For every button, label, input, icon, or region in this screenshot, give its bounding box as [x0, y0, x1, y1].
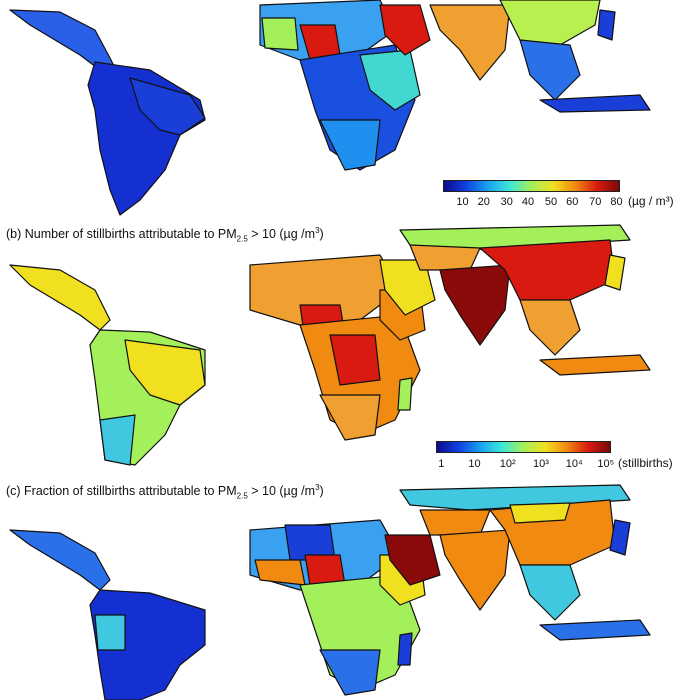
panel-b-title: (b) Number of stillbirths attributable t…	[6, 226, 324, 244]
cb-tick: 10³	[533, 458, 549, 470]
region-madagascar	[397, 632, 413, 666]
region-india	[439, 264, 511, 346]
colorbar-pm25-unit: (µg / m³)	[628, 194, 674, 208]
map-stillbirths-number	[9, 224, 651, 466]
region-west-africa	[254, 559, 306, 586]
cb-tick: 40	[521, 196, 535, 208]
cb-tick: 10	[456, 196, 469, 208]
region-indonesia	[539, 94, 651, 113]
region-south-africa	[319, 649, 381, 696]
region-india	[439, 529, 511, 611]
panel-a: 10 20 30 40 50 60 70 80 (µg / m³)	[0, 0, 700, 220]
region-drc	[329, 334, 381, 386]
region-brazil	[124, 339, 206, 406]
colorbar-stillbirths-unit: (stillbirths)	[618, 456, 673, 470]
region-central-asia	[419, 509, 491, 536]
panel-b: (b) Number of stillbirths attributable t…	[0, 220, 700, 475]
region-se-asia	[519, 564, 581, 621]
region-mongolia	[509, 502, 571, 524]
region-china	[499, 0, 601, 46]
region-indonesia	[539, 619, 651, 641]
region-madagascar	[397, 377, 413, 411]
map-stillbirths-fraction	[9, 484, 651, 700]
colorbar-stillbirths	[436, 441, 611, 453]
region-mexico	[9, 529, 111, 591]
cb-tick: 1	[438, 458, 445, 470]
cb-tick: 10⁴	[565, 458, 583, 470]
cb-tick: 10²	[499, 458, 516, 470]
region-sahel	[261, 17, 299, 51]
panel-c: (c) Fraction of stillbirths attributable…	[0, 475, 700, 700]
region-brazil	[129, 77, 206, 136]
cb-tick: 10⁵	[597, 458, 615, 470]
colorbar-stillbirths-ticks: 1 10 10² 10³ 10⁴ 10⁵	[436, 458, 615, 472]
region-japan	[604, 254, 626, 291]
cb-tick: 80	[610, 196, 623, 208]
colorbar-pm25	[443, 180, 620, 192]
cb-tick: 30	[500, 196, 513, 208]
colorbar-pm25-ticks: 10 20 30 40 50 60 70 80	[443, 196, 623, 210]
region-japan	[597, 9, 616, 41]
region-saudi-arabia	[384, 534, 441, 586]
region-japan	[609, 519, 631, 556]
region-central-asia	[409, 244, 481, 271]
region-argentina	[99, 414, 136, 466]
region-se-asia	[519, 39, 581, 101]
region-se-asia	[519, 299, 581, 356]
cb-tick: 70	[589, 196, 602, 208]
panel-c-title: (c) Fraction of stillbirths attributable…	[6, 483, 324, 501]
cb-tick: 20	[477, 196, 490, 208]
region-india	[429, 4, 511, 81]
region-indonesia	[539, 354, 651, 376]
region-saudi-arabia	[379, 4, 431, 56]
region-peru	[94, 614, 126, 651]
cb-tick: 60	[566, 196, 579, 208]
cb-tick: 10	[468, 458, 481, 470]
region-south-africa	[319, 394, 381, 441]
map-pm25-concentration	[9, 0, 651, 216]
region-mexico	[9, 264, 111, 331]
region-south-africa	[319, 119, 381, 171]
cb-tick: 50	[544, 196, 558, 208]
